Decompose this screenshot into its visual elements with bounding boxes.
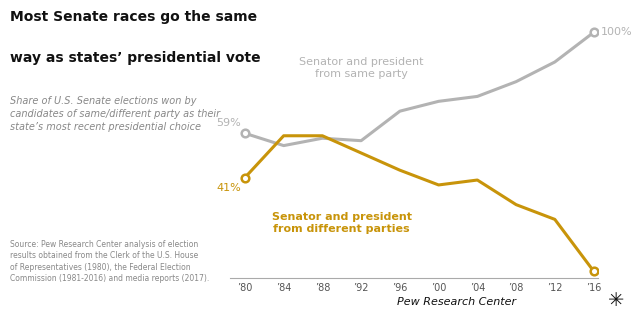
Text: 100%: 100% [600, 28, 632, 37]
Text: 41%: 41% [216, 183, 241, 193]
Text: Most Senate races go the same: Most Senate races go the same [10, 10, 257, 24]
Text: Source: Pew Research Center analysis of election
results obtained from the Clerk: Source: Pew Research Center analysis of … [10, 240, 209, 283]
Text: Senator and president
from same party: Senator and president from same party [299, 57, 424, 79]
Text: Pew Research Center: Pew Research Center [397, 297, 516, 307]
Text: Senator and president
from different parties: Senator and president from different par… [272, 212, 412, 234]
Text: Share of U.S. Senate elections won by
candidates of same/different party as thei: Share of U.S. Senate elections won by ca… [10, 96, 220, 132]
Text: 59%: 59% [216, 118, 241, 128]
Text: ✳: ✳ [607, 292, 624, 310]
Text: way as states’ presidential vote: way as states’ presidential vote [10, 51, 260, 65]
